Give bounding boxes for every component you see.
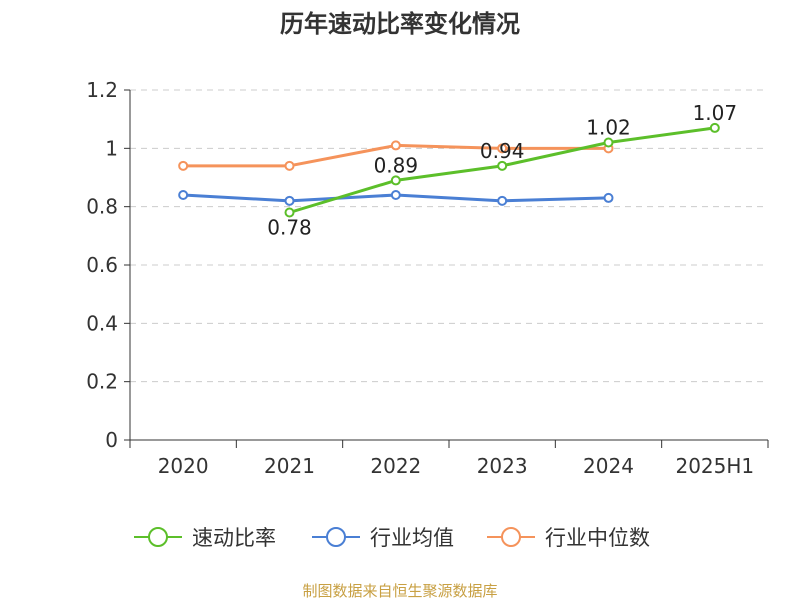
legend-marker [326, 527, 346, 547]
data-point [178, 190, 189, 200]
series-layer [178, 122, 720, 218]
legend-label: 速动比率 [192, 526, 276, 550]
data-labels: 0.78 0.89 0.94 1.02 1.07 [267, 101, 737, 240]
axes: 0 0.2 0.4 0.6 0.8 1 1.2 2020 2021 2022 2023 2024 202… [86, 78, 769, 478]
legend-item-0[interactable]: 速动比率 [134, 526, 276, 550]
data-point [709, 122, 720, 133]
legend[interactable]: 速动比率 行业均值 行业中位数 [134, 526, 650, 550]
data-point [497, 143, 508, 154]
chart-title: 历年速动比率变化情况 [280, 10, 520, 38]
data-point [284, 160, 295, 171]
data-label: 1.02 [586, 116, 631, 140]
legend-item-2[interactable]: 行业中位数 [487, 526, 650, 550]
data-label: 0.94 [480, 139, 525, 163]
x-tick-label: 2022 [370, 454, 421, 478]
data-point [390, 140, 401, 151]
data-label: 0.78 [267, 216, 312, 240]
y-tick-label: 1.2 [86, 78, 118, 102]
data-point [284, 207, 295, 218]
x-tick-label: 2025H1 [675, 454, 754, 478]
legend-item-1[interactable]: 行业均值 [312, 526, 454, 550]
data-point [497, 160, 508, 171]
data-point [497, 195, 508, 206]
data-point [284, 195, 295, 206]
data-point [178, 160, 189, 171]
data-point [603, 192, 614, 203]
legend-marker [501, 527, 521, 547]
y-tick-label: 0.6 [86, 253, 118, 277]
y-tick-label: 0.8 [86, 195, 118, 219]
legend-label: 行业中位数 [545, 526, 650, 550]
data-point [390, 190, 401, 200]
legend-marker [148, 527, 168, 547]
data-point [603, 137, 614, 148]
y-tick-label: 1 [105, 136, 118, 160]
legend-label: 行业均值 [370, 526, 454, 550]
x-tick-label: 2020 [158, 454, 209, 478]
x-tick-label: 2021 [264, 454, 315, 478]
y-tick-label: 0.4 [86, 311, 118, 335]
y-tick-label: 0 [105, 428, 118, 452]
grid-lines [130, 89, 768, 383]
data-point [390, 175, 401, 186]
data-label: 0.89 [374, 153, 419, 177]
data-label: 1.07 [693, 101, 738, 125]
x-tick-label: 2024 [583, 454, 634, 478]
x-tick-label: 2023 [477, 454, 528, 478]
y-tick-label: 0.2 [86, 370, 118, 394]
source-note: 制图数据来自恒生聚源数据库 [302, 582, 497, 600]
